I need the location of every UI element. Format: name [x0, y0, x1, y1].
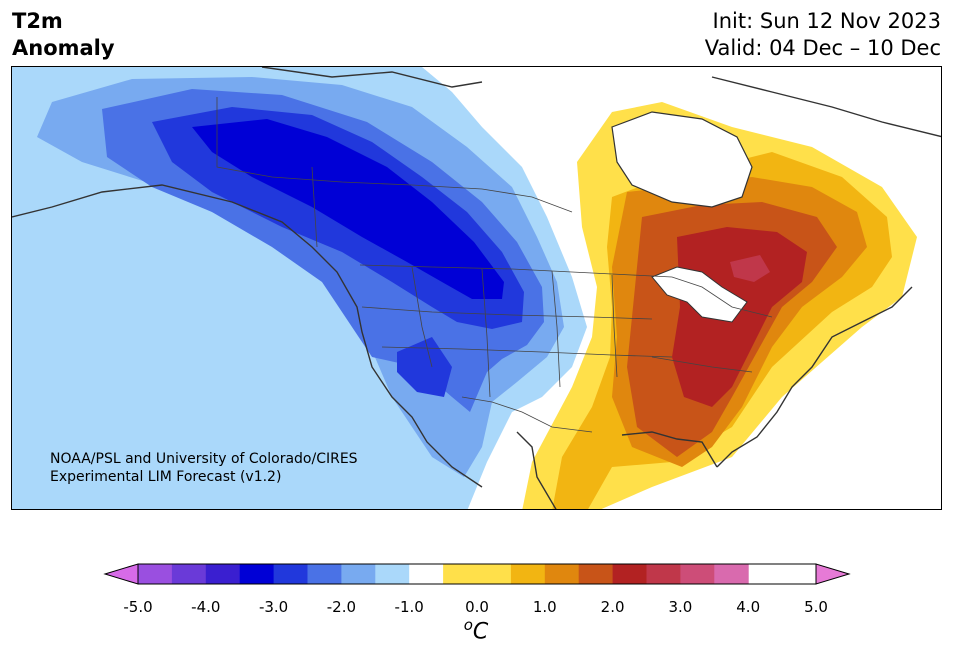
colorbar-segment [578, 564, 614, 584]
colorbar-tick-label: 0.0 [465, 598, 489, 616]
colorbar-under-arrow [103, 563, 139, 585]
hudson-bay [611, 111, 753, 208]
warm-anomaly-peak [730, 255, 770, 282]
valid-date-label: Valid: 04 Dec – 10 Dec [704, 36, 941, 60]
colorbar-segments [138, 564, 749, 584]
colorbar-tick-label: -5.0 [123, 598, 153, 616]
colorbar-segment [307, 564, 342, 584]
map-canvas [12, 67, 941, 509]
colorbar-tick-label: -1.0 [394, 598, 424, 616]
anomaly-label: Anomaly [12, 36, 115, 60]
colorbar-tick-label: 1.0 [532, 598, 557, 616]
colorbar-segment [273, 564, 308, 584]
colorbar-segment [138, 564, 173, 584]
cold-anomaly-southwest [397, 337, 452, 397]
colorbar-tick-label: 3.0 [668, 598, 693, 616]
colorbar [103, 563, 851, 585]
colorbar-tick-label: -2.0 [326, 598, 357, 616]
colorbar-tick-label: -4.0 [191, 598, 221, 616]
data-credit: NOAA/PSL and University of Colorado/CIRE… [50, 450, 358, 486]
variable-label: T2m [12, 9, 63, 33]
colorbar-segment [239, 564, 275, 584]
political-borders [216, 97, 773, 433]
colorbar-tick-label: 2.0 [600, 598, 625, 616]
colorbar-unit-label: oC [464, 616, 489, 644]
colorbar-tick-label: 4.0 [736, 598, 761, 616]
colorbar-segment [443, 564, 512, 584]
warm-anomaly-core [672, 227, 807, 407]
colorbar-tick-label: -3.0 [258, 598, 289, 616]
colorbar-segment [375, 564, 410, 584]
colorbar-tick-label: 5.0 [804, 598, 828, 616]
great-lakes [651, 266, 748, 323]
colorbar-segment [646, 564, 681, 584]
colorbar-over-arrow [815, 563, 851, 585]
map-title: T2m Anomaly [12, 8, 115, 62]
unit-degree-symbol: o [463, 616, 473, 634]
anomaly-map: NOAA/PSL and University of Colorado/CIRE… [11, 66, 942, 510]
colorbar-segment [510, 564, 546, 584]
colorbar-segment [544, 564, 580, 584]
forecast-dates: Init: Sun 12 Nov 2023 Valid: 04 Dec – 10… [705, 8, 941, 62]
colorbar-segment [714, 564, 749, 584]
unit-celsius: C [472, 619, 489, 645]
colorbar-segment [680, 564, 715, 584]
cold-anomaly-core [192, 119, 504, 299]
colorbar-segment [409, 564, 444, 584]
credit-line-2: Experimental LIM Forecast (v1.2) [50, 469, 282, 485]
credit-line-1: NOAA/PSL and University of Colorado/CIRE… [50, 451, 358, 467]
colorbar-segment [612, 564, 647, 584]
init-date-label: Init: Sun 12 Nov 2023 [712, 9, 941, 33]
colorbar-segment [171, 564, 207, 584]
colorbar-outline [137, 563, 817, 585]
coastlines [12, 67, 941, 509]
colorbar-segment [205, 564, 241, 584]
colorbar-segment [341, 564, 376, 584]
